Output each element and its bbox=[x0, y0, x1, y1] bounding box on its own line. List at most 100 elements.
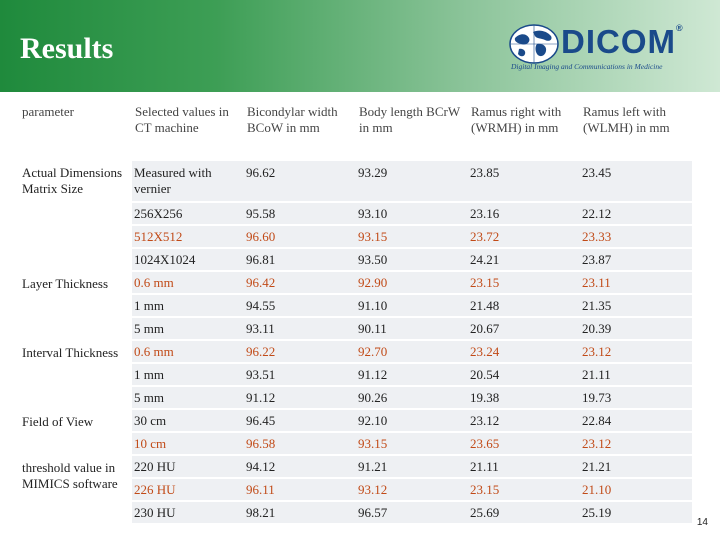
selected-value-cell: 1 mm bbox=[132, 293, 244, 317]
selected-value-cell: 256X256 bbox=[132, 201, 244, 225]
selected-value-cell: 10 cm bbox=[132, 431, 244, 455]
selected-value-cell: 226 HU bbox=[132, 477, 244, 501]
ramus-left-cell: 23.45 bbox=[580, 159, 692, 202]
body-length-cell: 93.15 bbox=[356, 431, 468, 455]
ramus-right-cell: 20.54 bbox=[468, 362, 580, 386]
table-row: 5 mm 91.12 90.26 19.38 19.73 bbox=[20, 385, 692, 409]
ramus-left-cell: 21.35 bbox=[580, 293, 692, 317]
table-row: 256X256 95.58 93.10 23.16 22.12 bbox=[20, 201, 692, 225]
bicondylar-width-cell: 95.58 bbox=[244, 201, 356, 225]
body-length-cell: 91.10 bbox=[356, 293, 468, 317]
selected-value-cell: 5 mm bbox=[132, 385, 244, 409]
body-length-cell: 92.70 bbox=[356, 339, 468, 363]
ramus-right-cell: 23.65 bbox=[468, 431, 580, 455]
body-length-cell: 93.15 bbox=[356, 224, 468, 248]
table-row: 1024X1024 96.81 93.50 24.21 23.87 bbox=[20, 247, 692, 271]
ramus-right-cell: 25.69 bbox=[468, 500, 580, 523]
body-length-cell: 90.11 bbox=[356, 316, 468, 340]
table-row: 512X512 96.60 93.15 23.72 23.33 bbox=[20, 224, 692, 248]
body-length-cell: 90.26 bbox=[356, 385, 468, 409]
bicondylar-width-cell: 96.11 bbox=[244, 477, 356, 501]
table-header-row: parameter Selected values in CT machine … bbox=[20, 101, 692, 160]
category-label: threshold value in MIMICS software bbox=[20, 454, 132, 523]
selected-value-cell: 0.6 mm bbox=[132, 270, 244, 294]
table-row: threshold value in MIMICS software 220 HU… bbox=[20, 454, 692, 523]
selected-value-cell: 0.6 mm bbox=[132, 339, 244, 363]
ramus-right-cell: 23.12 bbox=[468, 408, 580, 432]
body-length-cell: 96.57 bbox=[356, 500, 468, 523]
table-row: 10 cm 96.58 93.15 23.65 23.12 bbox=[20, 431, 692, 455]
ramus-left-cell: 20.39 bbox=[580, 316, 692, 340]
header-banner: Results DICOM® Digital Imaging and Commu… bbox=[0, 0, 720, 92]
body-length-cell: 93.12 bbox=[356, 477, 468, 501]
category-label: Actual Dimensions Matrix Size bbox=[20, 159, 132, 271]
selected-value-cell: 30 cm bbox=[132, 408, 244, 432]
bicondylar-width-cell: 96.62 bbox=[244, 159, 356, 202]
bicondylar-width-cell: 96.81 bbox=[244, 247, 356, 271]
header-body-length: Body length BCrW in mm bbox=[355, 101, 468, 160]
category-label: Field of View bbox=[20, 408, 132, 455]
body-length-cell: 93.50 bbox=[356, 247, 468, 271]
slide-title: Results bbox=[20, 32, 114, 65]
header-selected-values: Selected values in CT machine bbox=[131, 101, 244, 160]
table-row: 5 mm 93.11 90.11 20.67 20.39 bbox=[20, 316, 692, 340]
body-length-cell: 91.12 bbox=[356, 362, 468, 386]
ramus-right-cell: 23.15 bbox=[468, 477, 580, 501]
selected-value-cell: 512X512 bbox=[132, 224, 244, 248]
bicondylar-width-cell: 96.60 bbox=[244, 224, 356, 248]
bicondylar-width-cell: 96.58 bbox=[244, 431, 356, 455]
bicondylar-width-cell: 93.51 bbox=[244, 362, 356, 386]
ramus-left-cell: 23.33 bbox=[580, 224, 692, 248]
ramus-right-cell: 23.16 bbox=[468, 201, 580, 225]
category-label: Interval Thickness bbox=[20, 339, 132, 409]
table-row: 230 HU 98.21 96.57 25.69 25.19 bbox=[20, 500, 692, 523]
bicondylar-width-cell: 96.42 bbox=[244, 270, 356, 294]
header-parameter: parameter bbox=[20, 101, 132, 160]
header-bicondylar-width: Bicondylar width BCoW in mm bbox=[243, 101, 356, 160]
bicondylar-width-cell: 96.22 bbox=[244, 339, 356, 363]
ramus-left-cell: 19.73 bbox=[580, 385, 692, 409]
selected-value-cell: 1024X1024 bbox=[132, 247, 244, 271]
table-row: 226 HU 96.11 93.12 23.15 21.10 bbox=[20, 477, 692, 501]
body-length-cell: 91.21 bbox=[356, 454, 468, 478]
header-ramus-left: Ramus left with (WLMH) in mm bbox=[579, 101, 692, 160]
ramus-right-cell: 20.67 bbox=[468, 316, 580, 340]
ramus-left-cell: 23.12 bbox=[580, 431, 692, 455]
header-ramus-right: Ramus right with (WRMH) in mm bbox=[467, 101, 580, 160]
table-row: Layer Thickness 0.6 mm 96.42 92.90 23.15 23.1… bbox=[20, 270, 692, 340]
ramus-right-cell: 24.21 bbox=[468, 247, 580, 271]
selected-value-cell: 5 mm bbox=[132, 316, 244, 340]
ramus-left-cell: 25.19 bbox=[580, 500, 692, 523]
dicom-logo: DICOM® Digital Imaging and Communication… bbox=[505, 22, 705, 74]
page-number: 14 bbox=[696, 517, 708, 528]
table-row: Actual Dimensions Matrix Size Measured wi… bbox=[20, 159, 692, 271]
results-table-body: parameter Selected values in CT machine … bbox=[20, 101, 692, 523]
body-length-cell: 92.90 bbox=[356, 270, 468, 294]
ramus-right-cell: 23.85 bbox=[468, 159, 580, 202]
table-row: Interval Thickness 0.6 mm 96.22 92.70 23.24 2… bbox=[20, 339, 692, 409]
selected-value-cell: 230 HU bbox=[132, 500, 244, 523]
bicondylar-width-cell: 98.21 bbox=[244, 500, 356, 523]
body-length-cell: 93.29 bbox=[356, 159, 468, 202]
ramus-left-cell: 21.21 bbox=[580, 454, 692, 478]
results-table: parameter Selected values in CT machine … bbox=[20, 101, 692, 523]
table-row: 1 mm 93.51 91.12 20.54 21.11 bbox=[20, 362, 692, 386]
ramus-right-cell: 21.48 bbox=[468, 293, 580, 317]
selected-value-cell: 220 HU bbox=[132, 454, 244, 478]
logo-tagline: Digital Imaging and Communications in Me… bbox=[511, 62, 663, 71]
body-length-cell: 92.10 bbox=[356, 408, 468, 432]
logo-wordmark: DICOM® bbox=[561, 23, 684, 60]
ramus-right-cell: 19.38 bbox=[468, 385, 580, 409]
ramus-left-cell: 21.11 bbox=[580, 362, 692, 386]
ramus-left-cell: 21.10 bbox=[580, 477, 692, 501]
selected-value-cell: 1 mm bbox=[132, 362, 244, 386]
bicondylar-width-cell: 91.12 bbox=[244, 385, 356, 409]
bicondylar-width-cell: 93.11 bbox=[244, 316, 356, 340]
ramus-right-cell: 23.72 bbox=[468, 224, 580, 248]
ramus-left-cell: 23.11 bbox=[580, 270, 692, 294]
ramus-left-cell: 23.12 bbox=[580, 339, 692, 363]
ramus-right-cell: 21.11 bbox=[468, 454, 580, 478]
selected-value-cell: Measured with vernier bbox=[132, 159, 244, 202]
table-row: 1 mm 94.55 91.10 21.48 21.35 bbox=[20, 293, 692, 317]
ramus-right-cell: 23.15 bbox=[468, 270, 580, 294]
